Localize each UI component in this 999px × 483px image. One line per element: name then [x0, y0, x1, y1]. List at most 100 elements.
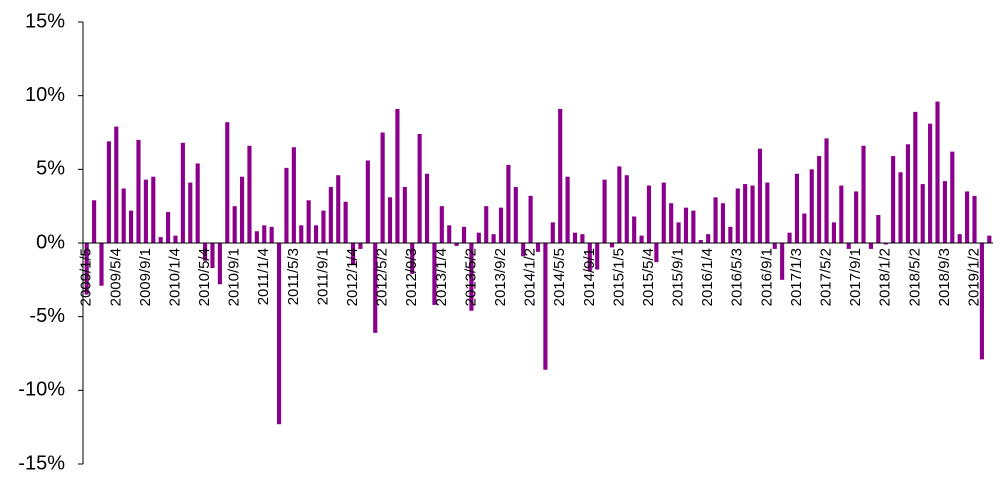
bar	[328, 187, 333, 243]
bar	[728, 226, 733, 243]
bar	[498, 207, 504, 243]
bar	[528, 195, 533, 243]
bar	[817, 156, 822, 243]
y-tick-label: 0%	[36, 231, 65, 253]
bar	[232, 206, 237, 243]
bar	[632, 216, 637, 243]
y-tick-label: -5%	[29, 305, 65, 327]
bar	[535, 243, 541, 252]
bar	[195, 163, 200, 243]
bar	[461, 226, 467, 243]
bar	[106, 141, 111, 243]
bar	[291, 147, 296, 243]
bar	[262, 225, 267, 243]
bar	[121, 188, 126, 243]
x-tick-label: 2013/5/2	[462, 248, 479, 306]
bar	[313, 225, 319, 243]
bar	[935, 101, 940, 243]
bar	[84, 243, 89, 295]
bar	[617, 166, 622, 243]
bar	[772, 243, 777, 249]
bar	[454, 243, 459, 246]
bar	[99, 243, 104, 286]
bar	[898, 172, 903, 243]
bar	[831, 222, 837, 243]
bar	[166, 212, 171, 243]
bar	[550, 222, 555, 243]
bar	[950, 151, 955, 243]
bar	[609, 243, 615, 248]
bar	[706, 234, 711, 243]
bar	[491, 234, 496, 243]
bar	[417, 133, 422, 243]
x-tick-label: 2010/1/4	[166, 248, 183, 306]
x-tick-label: 2015/5/4	[640, 248, 657, 306]
bar	[380, 132, 385, 243]
bar	[587, 243, 592, 271]
x-tick-label: 2012/9/3	[403, 248, 420, 306]
bar	[979, 243, 984, 360]
x-tick-label: 2018/1/2	[877, 248, 894, 306]
bar	[395, 108, 400, 243]
bar	[987, 235, 992, 243]
bar	[447, 225, 452, 243]
bar	[387, 197, 393, 243]
x-tick-label: 2015/9/1	[670, 248, 687, 306]
x-tick-label: 2017/5/2	[818, 248, 835, 306]
bar	[809, 169, 814, 243]
bar	[972, 195, 977, 243]
x-tick-label: 2010/5/4	[196, 248, 213, 306]
x-tick-label: 2018/5/2	[906, 248, 923, 306]
bar	[269, 226, 274, 243]
bar	[203, 243, 208, 261]
bar	[506, 164, 511, 243]
x-tick-label: 2018/9/3	[936, 248, 953, 306]
bar	[373, 243, 378, 333]
y-tick-label: 5%	[36, 158, 65, 180]
bar	[883, 243, 888, 245]
bar	[410, 243, 415, 274]
bar	[402, 187, 407, 243]
bar	[365, 160, 370, 243]
bar	[942, 181, 947, 243]
bar	[750, 185, 755, 243]
bar	[868, 243, 873, 249]
bar	[713, 197, 718, 243]
bar	[284, 167, 289, 243]
bar	[521, 243, 526, 257]
bar	[439, 206, 444, 243]
bar	[358, 243, 363, 249]
x-tick-label: 2014/9/1	[581, 248, 598, 306]
bar	[905, 144, 910, 243]
bar	[247, 145, 252, 243]
bar	[543, 243, 548, 370]
bar	[846, 243, 851, 249]
bar	[239, 176, 245, 243]
bar	[920, 184, 925, 243]
x-tick-label: 2011/9/1	[314, 248, 331, 305]
bar	[654, 243, 659, 263]
bar	[136, 139, 141, 243]
bar	[173, 235, 178, 243]
bar	[854, 191, 859, 243]
bar	[336, 175, 341, 243]
bar	[188, 182, 193, 243]
x-tick-label: 2016/5/3	[729, 248, 746, 306]
bar	[143, 179, 148, 243]
bar	[735, 188, 740, 243]
x-tick-label: 2019/1/2	[965, 248, 982, 306]
bar	[669, 203, 674, 243]
bar	[787, 232, 792, 243]
bar	[691, 210, 696, 243]
bar	[602, 179, 607, 243]
bar	[217, 243, 222, 285]
bar	[350, 243, 356, 266]
x-tick-label: 2014/1/2	[522, 248, 539, 306]
bar	[276, 243, 282, 425]
x-tick-label: 2013/9/2	[492, 248, 509, 306]
bar	[580, 234, 585, 243]
x-tick-label: 2009/9/1	[137, 248, 154, 306]
y-tick-label: -15%	[18, 452, 65, 474]
bar	[824, 138, 829, 243]
